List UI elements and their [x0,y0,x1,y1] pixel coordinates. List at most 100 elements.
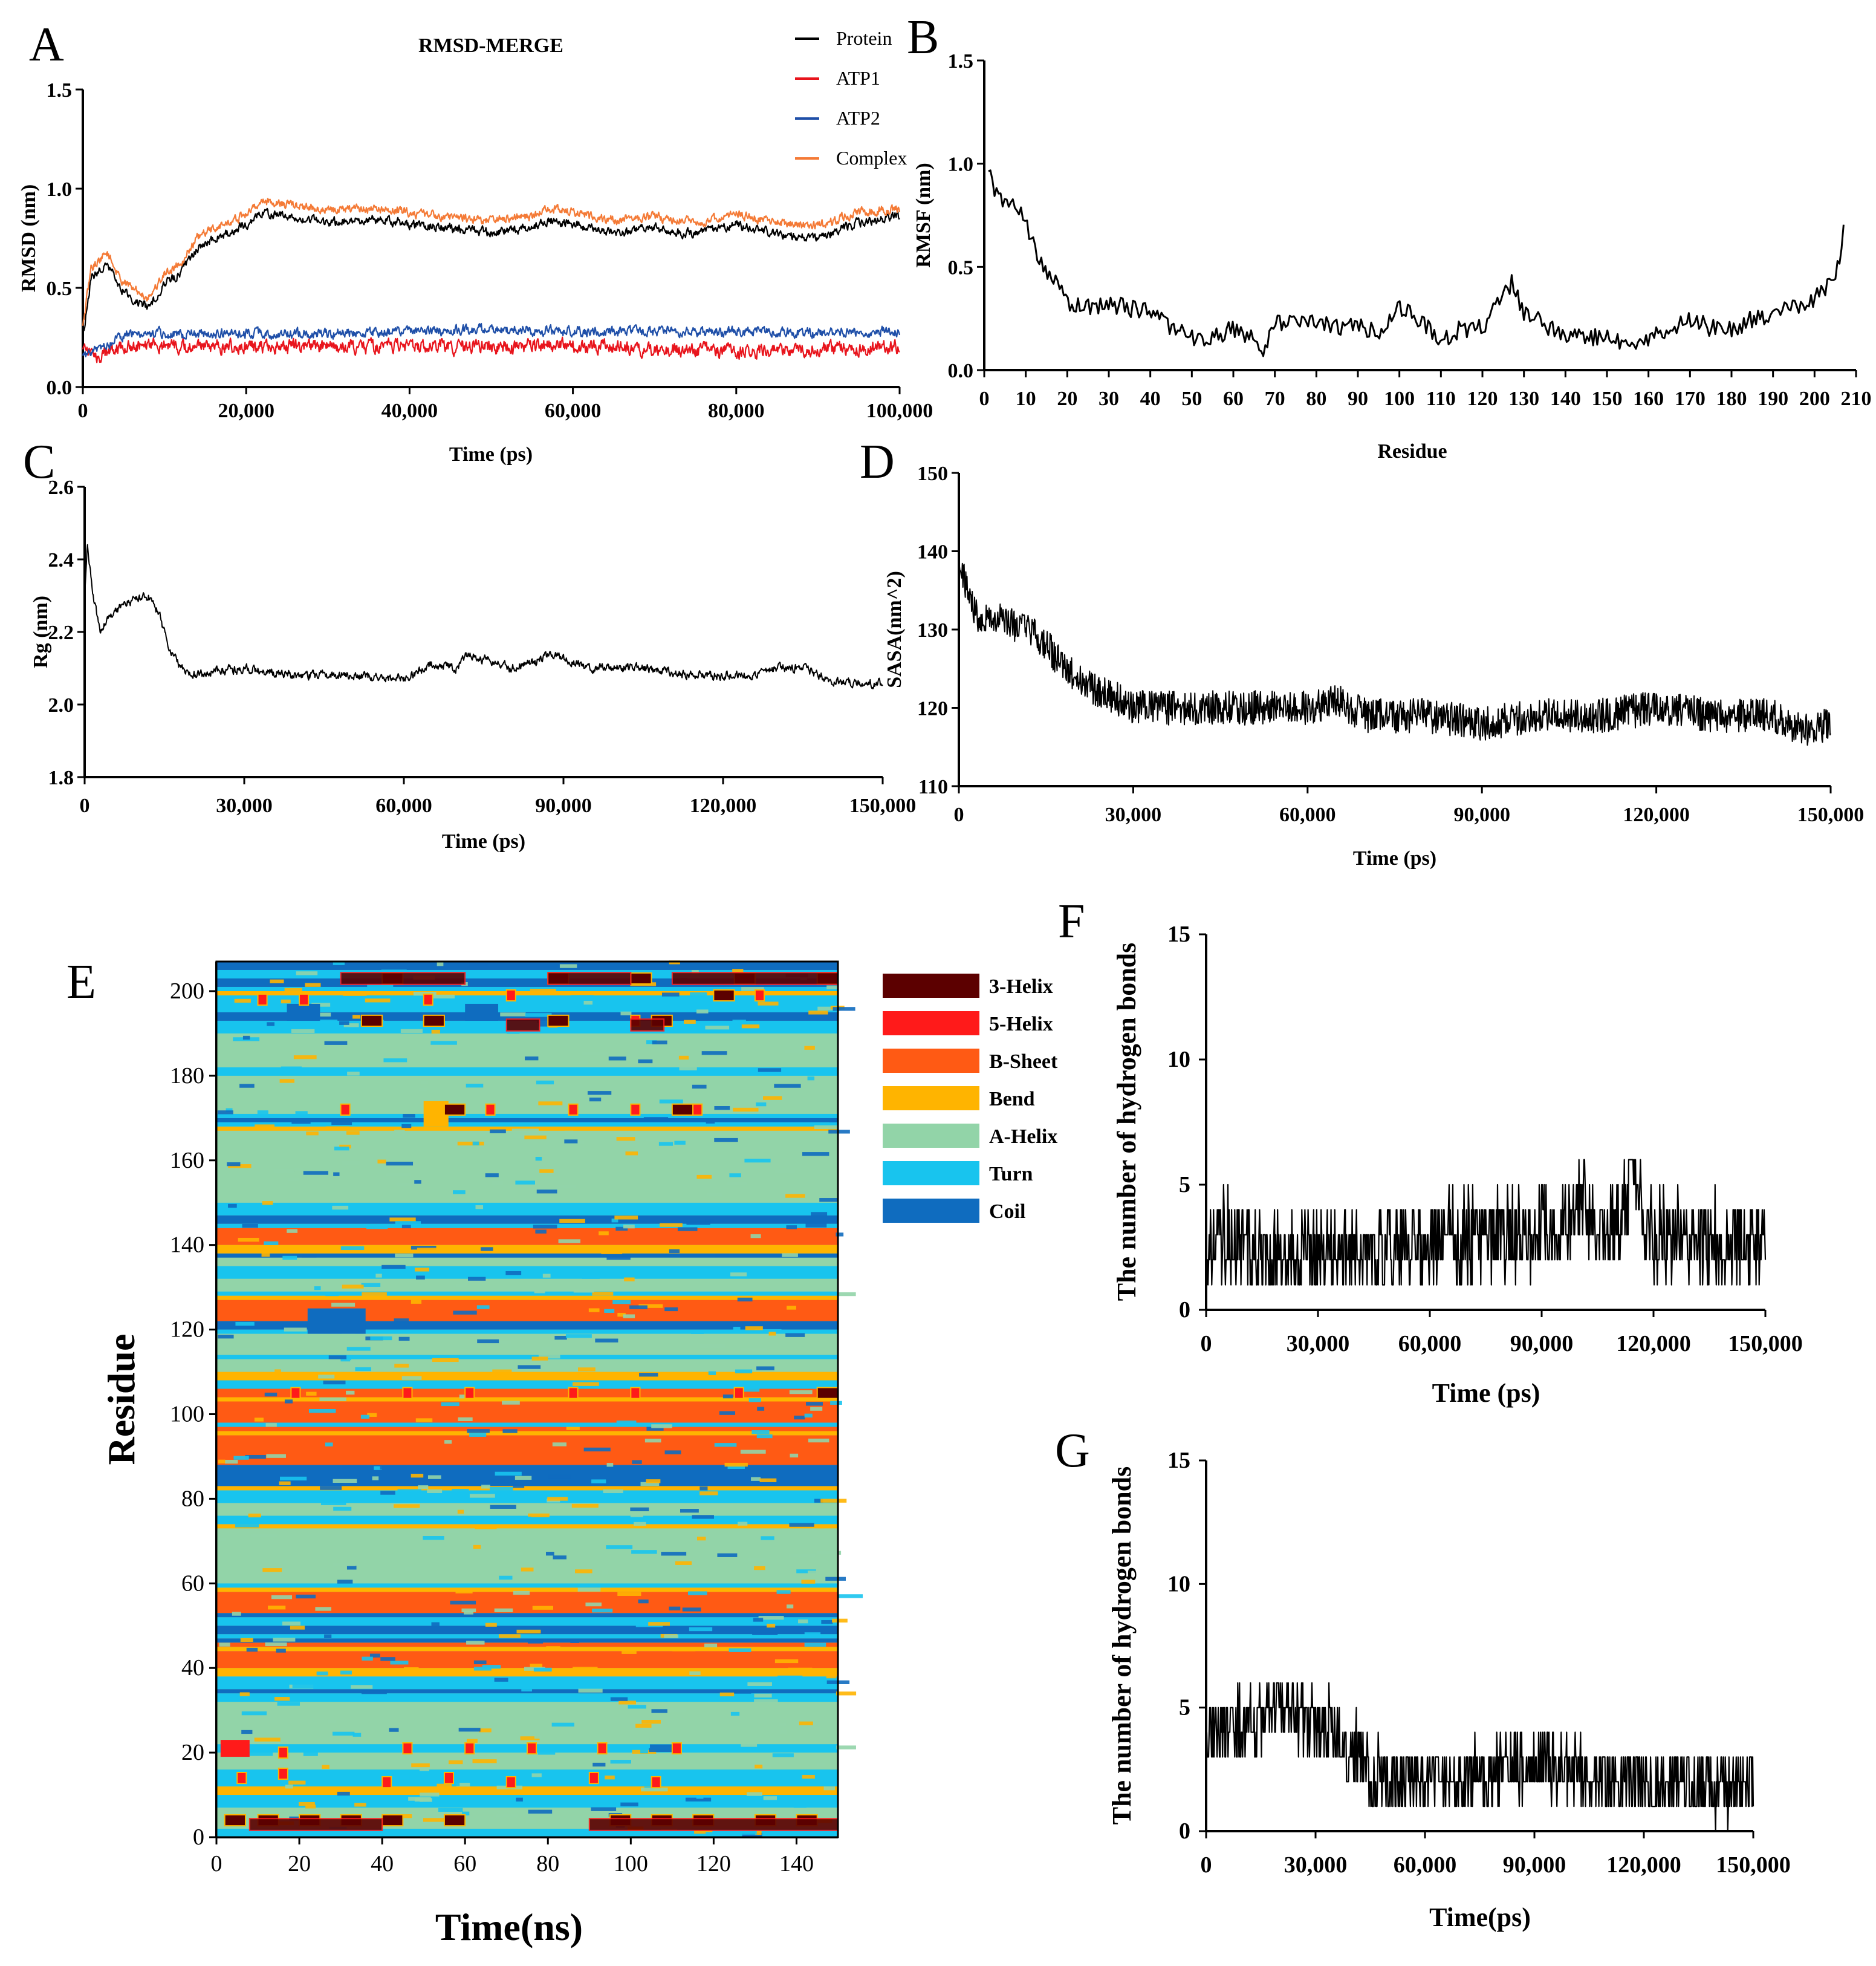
heatmap-speckle [455,1589,473,1593]
heatmap-speckle [640,1750,648,1754]
heatmap-speckle [346,1131,360,1135]
heatmap-speckle [397,1489,421,1493]
heatmap-speckle [788,1667,813,1672]
heatmap-speckle [714,1105,730,1110]
heatmap-speckle [787,1306,796,1310]
heatmap-speckle [254,1737,281,1742]
heatmap-speckle [617,1592,641,1597]
heatmap-speckle [306,1131,319,1136]
heatmap-speckle [575,1569,592,1574]
heatmap-speckle [669,1249,680,1254]
heatmap-speckle [513,1590,530,1595]
heatmap-speckle [417,1248,437,1252]
x-tick-label: 20,000 [218,400,274,422]
y-tick-label: 0.0 [948,360,974,382]
heatmap-speckle [284,1327,307,1332]
x-tick-label: 80 [1306,388,1326,410]
heatmap-speckle [235,1321,255,1326]
heatmap-speckle [340,1246,365,1251]
heatmap-speckle [740,1450,766,1454]
heatmap-speckle [592,1292,614,1296]
heatmap-speckle [319,1397,346,1402]
legend-swatch-b-sheet [883,1049,979,1073]
heatmap-band-turn [216,1355,838,1359]
y-tick-label: 120 [917,698,948,720]
heatmap-speckle [245,1454,266,1459]
heatmap-speckle [789,1390,813,1395]
heatmap-speckle [796,1569,816,1574]
heatmap-speckle [733,1107,759,1112]
x-tick-label: 60 [453,1851,476,1876]
heatmap-speckle [528,1513,550,1518]
heatmap-speckle [794,1415,805,1420]
heatmap-speckle [789,1523,814,1527]
heatmap-speckle [747,1682,772,1686]
heatmap-speckle [347,1072,360,1076]
heatmap-speckle [333,1731,355,1736]
x-tick-label: 80 [536,1851,559,1876]
heatmap-speckle [414,1180,421,1184]
heatmap-speckle [606,1463,614,1467]
heatmap-speckle [257,1110,268,1115]
heatmap-speckle [588,1308,600,1312]
heatmap-speckle [401,1224,411,1229]
heatmap-speckle [525,1820,537,1824]
heatmap-speckle [482,1665,501,1669]
heatmap-speckle [498,1531,518,1535]
heatmap-speckle [804,1642,826,1647]
heatmap-speckle [799,1721,813,1725]
heatmap-dot-5-helix [485,1103,496,1116]
heatmap-speckle [281,999,291,1004]
heatmap-speckle [737,1297,753,1302]
legend-label-complex: Complex [836,147,907,169]
heatmap-band-bend [216,1431,838,1436]
heatmap-speckle [239,1084,255,1088]
heatmap-speckle [638,1059,653,1064]
heatmap-speckle [268,1606,286,1610]
x-tick-label: 60,000 [545,400,602,422]
heatmap-speckle [522,1247,545,1251]
heatmap-speckle [708,1371,716,1375]
heatmap-speckle [352,1015,361,1019]
heatmap-speckle [355,1367,371,1372]
x-tick-label: 40,000 [381,400,438,422]
heatmap-speckle [588,1798,609,1803]
heatmap-speckle [630,1507,649,1512]
heatmap-speckle [239,1692,250,1696]
heatmap-speckle [339,1144,351,1149]
heatmap-speckle [785,1050,802,1054]
heatmap-speckle [323,1380,346,1385]
panel-label-a: A [29,18,64,71]
heatmap-speckle [821,1620,833,1624]
heatmap-speckle [264,1241,279,1245]
panel-label-d: D [860,435,895,489]
x-tick-label: 50 [1181,388,1202,410]
heatmap-speckle [293,1055,317,1059]
heatmap-speckle [685,1797,712,1802]
x-tick-label: 10 [1016,388,1036,410]
heatmap-speckle [533,1667,552,1672]
heatmap-speckle [730,1272,747,1277]
heatmap-speckle [219,1642,230,1647]
panel-label-g: G [1055,1424,1090,1477]
heatmap-speckle [604,1309,615,1313]
heatmap-speckle [699,1344,725,1349]
heatmap-speckle [343,992,367,996]
heatmap-speckle [727,1465,745,1470]
heatmap-speckle [624,1277,635,1281]
heatmap-speckle [293,1167,304,1172]
heatmap-band-a-helix [216,1075,838,1114]
heatmap-speckle [274,1369,281,1373]
heatmap-speckle [738,1522,748,1526]
y-tick-label: 130 [917,619,948,642]
y-tick-label: 10 [1167,1571,1190,1597]
heatmap-speckle [699,1491,718,1496]
heatmap-speckle [704,1643,718,1648]
heatmap-speckle [415,1418,433,1422]
y-tick-label: 140 [917,541,948,564]
heatmap-speckle [758,1068,782,1072]
heatmap-speckle [277,1702,300,1706]
x-tick-label: 120,000 [1623,804,1690,826]
heatmap-speckle [715,1253,730,1258]
heatmap-speckle [274,1168,295,1173]
